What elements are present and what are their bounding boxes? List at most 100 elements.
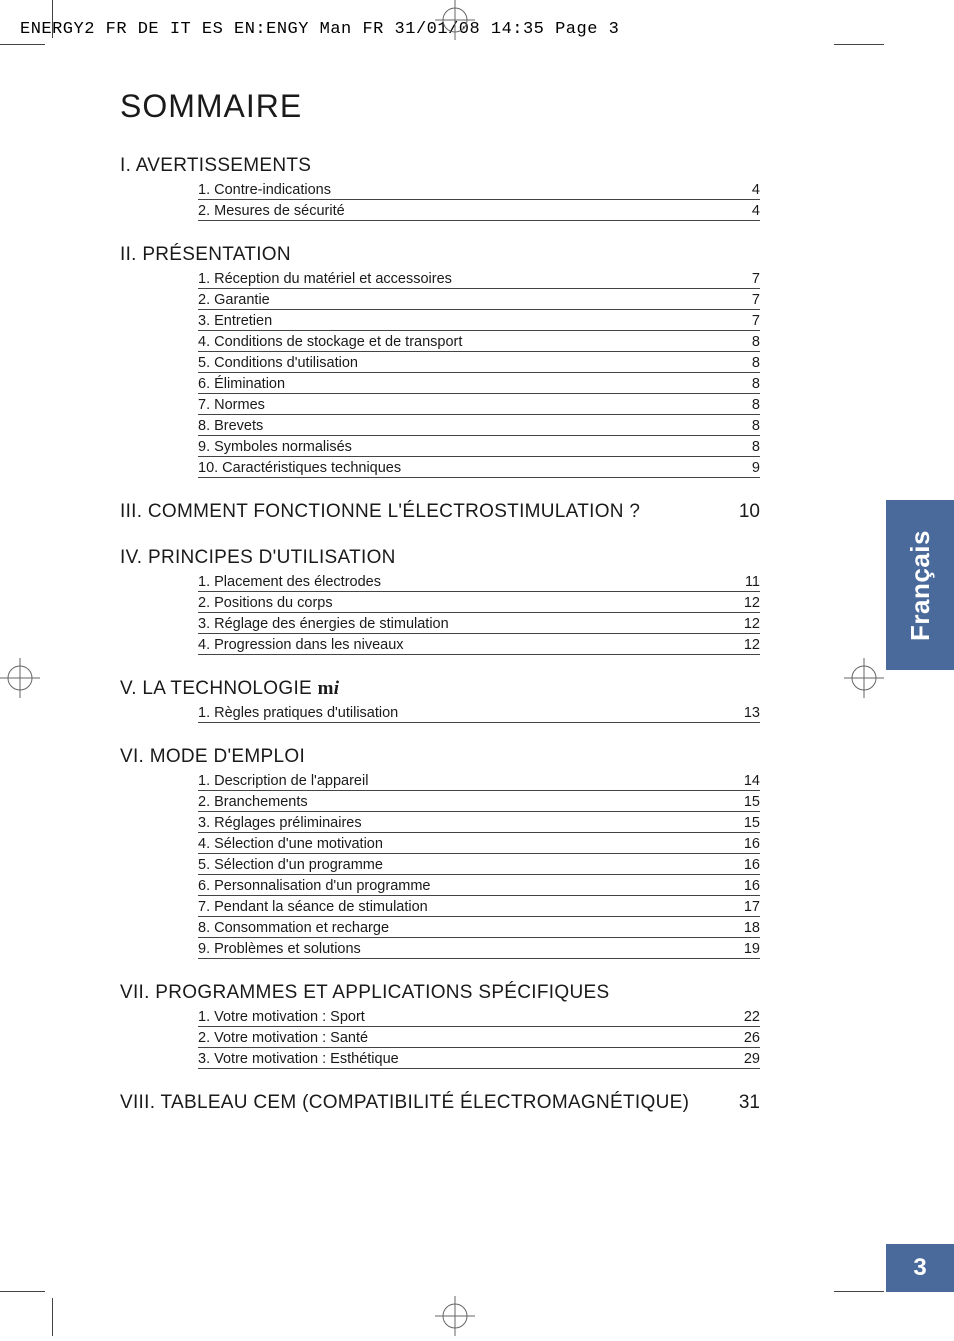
section-heading-row: VIII. TABLEAU CEM (COMPATIBILITÉ ÉLECTRO…: [120, 1070, 760, 1116]
page-number-tab: 3: [886, 1244, 954, 1292]
toc-entry-label: 1. Votre motivation : Sport: [198, 1009, 724, 1027]
toc-entry: 3. Entretien7: [198, 311, 760, 332]
toc-entry-page: 16: [724, 836, 760, 854]
toc-entry-label: 3. Réglage des énergies de stimulation: [198, 616, 724, 634]
toc-entry-page: 12: [724, 595, 760, 613]
toc-entry: 6. Personnalisation d'un programme16: [198, 876, 760, 897]
toc-entry-page: 29: [724, 1051, 760, 1069]
toc-entry: 2. Votre motivation : Santé26: [198, 1028, 760, 1049]
toc-entry-page: 4: [724, 182, 760, 200]
toc-entry: 8. Consommation et recharge18: [198, 918, 760, 939]
toc-entry: 5. Sélection d'un programme16: [198, 855, 760, 876]
toc-entry: 3. Réglages préliminaires15: [198, 813, 760, 834]
toc-entry: 1. Règles pratiques d'utilisation13: [198, 703, 760, 724]
toc-entry: 5. Conditions d'utilisation8: [198, 353, 760, 374]
toc-entry: 7. Normes8: [198, 395, 760, 416]
section-heading-row: III. COMMENT FONCTIONNE L'ÉLECTROSTIMULA…: [120, 479, 760, 525]
section-heading: V. LA TECHNOLOGIE mi: [120, 678, 760, 700]
toc-entry: 9. Symboles normalisés8: [198, 437, 760, 458]
toc-entry-label: 2. Positions du corps: [198, 595, 724, 613]
content-area: SOMMAIRE I. AVERTISSEMENTS 1. Contre-indi…: [120, 88, 760, 1116]
toc-entry-label: 2. Mesures de sécurité: [198, 203, 724, 221]
toc-entry-label: 2. Votre motivation : Santé: [198, 1030, 724, 1048]
toc-entry: 4. Progression dans les niveaux12: [198, 635, 760, 656]
toc-entry-page: 26: [724, 1030, 760, 1048]
toc-entry-page: 7: [724, 271, 760, 289]
toc-entry-label: 7. Normes: [198, 397, 724, 415]
toc-entry-page: 8: [724, 418, 760, 436]
crop-mark: [52, 0, 53, 38]
toc-entry: 6. Élimination8: [198, 374, 760, 395]
toc-entry-label: 8. Brevets: [198, 418, 724, 436]
toc-entry-page: 9: [724, 460, 760, 478]
page-number-label: 3: [913, 1254, 926, 1282]
toc-entry-page: 19: [724, 941, 760, 959]
toc-entry-label: 3. Réglages préliminaires: [198, 815, 724, 833]
section-heading: I. AVERTISSEMENTS: [120, 155, 760, 177]
toc-entry: 1. Contre-indications4: [198, 180, 760, 201]
toc-entry-label: 3. Entretien: [198, 313, 724, 331]
toc-entry-label: 1. Description de l'appareil: [198, 773, 724, 791]
toc-entry-page: 8: [724, 376, 760, 394]
mi-logo: mi: [318, 678, 340, 699]
toc-entry-page: 12: [724, 637, 760, 655]
toc-entry-page: 13: [724, 705, 760, 723]
toc-entry: 1. Réception du matériel et accessoires7: [198, 269, 760, 290]
toc-entry-label: 1. Règles pratiques d'utilisation: [198, 705, 724, 723]
print-header: ENERGY2 FR DE IT ES EN:ENGY Man FR 31/01…: [20, 20, 619, 39]
section-heading: VI. MODE D'EMPLOI: [120, 746, 760, 768]
toc-entry: 4. Sélection d'une motivation16: [198, 834, 760, 855]
toc-entry-label: 6. Personnalisation d'un programme: [198, 878, 724, 896]
toc-entry-label: 9. Problèmes et solutions: [198, 941, 724, 959]
section-page-number: 10: [724, 501, 760, 523]
toc-entry: 2. Positions du corps12: [198, 593, 760, 614]
toc-entry-page: 15: [724, 815, 760, 833]
section-heading: III. COMMENT FONCTIONNE L'ÉLECTROSTIMULA…: [120, 501, 724, 523]
toc-entry-label: 4. Sélection d'une motivation: [198, 836, 724, 854]
toc-entry: 9. Problèmes et solutions19: [198, 939, 760, 960]
toc-entry: 10. Caractéristiques techniques9: [198, 458, 760, 479]
page: ENERGY2 FR DE IT ES EN:ENGY Man FR 31/01…: [0, 0, 954, 1336]
toc-entry-page: 7: [724, 313, 760, 331]
crop-mark: [834, 44, 884, 45]
toc-entry-page: 18: [724, 920, 760, 938]
toc-entry-page: 12: [724, 616, 760, 634]
toc-entry-label: 2. Garantie: [198, 292, 724, 310]
toc-entry-label: 1. Réception du matériel et accessoires: [198, 271, 724, 289]
toc-entry-label: 5. Sélection d'un programme: [198, 857, 724, 875]
toc-entry-page: 4: [724, 203, 760, 221]
section-page-number: 31: [724, 1092, 760, 1114]
registration-mark-top: [435, 0, 475, 40]
toc-entry-page: 8: [724, 439, 760, 457]
toc-entry: 3. Réglage des énergies de stimulation12: [198, 614, 760, 635]
language-tab: Français: [886, 500, 954, 670]
toc-entry-page: 17: [724, 899, 760, 917]
toc-entry: 2. Mesures de sécurité4: [198, 201, 760, 222]
crop-mark: [52, 1298, 53, 1336]
toc-entry: 4. Conditions de stockage et de transpor…: [198, 332, 760, 353]
toc-entry: 2. Garantie7: [198, 290, 760, 311]
toc-entry-label: 4. Progression dans les niveaux: [198, 637, 724, 655]
toc-entry-label: 9. Symboles normalisés: [198, 439, 724, 457]
toc-entry: 8. Brevets8: [198, 416, 760, 437]
toc-entry-page: 15: [724, 794, 760, 812]
toc-entry-page: 8: [724, 355, 760, 373]
section-heading: II. PRÉSENTATION: [120, 244, 760, 266]
toc-entry: 1. Placement des électrodes11: [198, 572, 760, 593]
toc-entry-page: 7: [724, 292, 760, 310]
page-title: SOMMAIRE: [120, 88, 760, 125]
crop-mark: [0, 44, 45, 45]
toc-entry: 3. Votre motivation : Esthétique29: [198, 1049, 760, 1070]
crop-mark: [834, 1291, 884, 1292]
toc-entry-label: 2. Branchements: [198, 794, 724, 812]
language-tab-label: Français: [905, 530, 936, 641]
toc-entry-label: 6. Élimination: [198, 376, 724, 394]
toc-entry-page: 8: [724, 397, 760, 415]
crop-mark: [0, 1291, 45, 1292]
toc-entry: 2. Branchements15: [198, 792, 760, 813]
toc-entry-label: 8. Consommation et recharge: [198, 920, 724, 938]
section-heading: VIII. TABLEAU CEM (COMPATIBILITÉ ÉLECTRO…: [120, 1092, 724, 1114]
toc-entry-page: 11: [724, 574, 760, 592]
toc-entry-page: 8: [724, 334, 760, 352]
toc-entry-page: 16: [724, 857, 760, 875]
